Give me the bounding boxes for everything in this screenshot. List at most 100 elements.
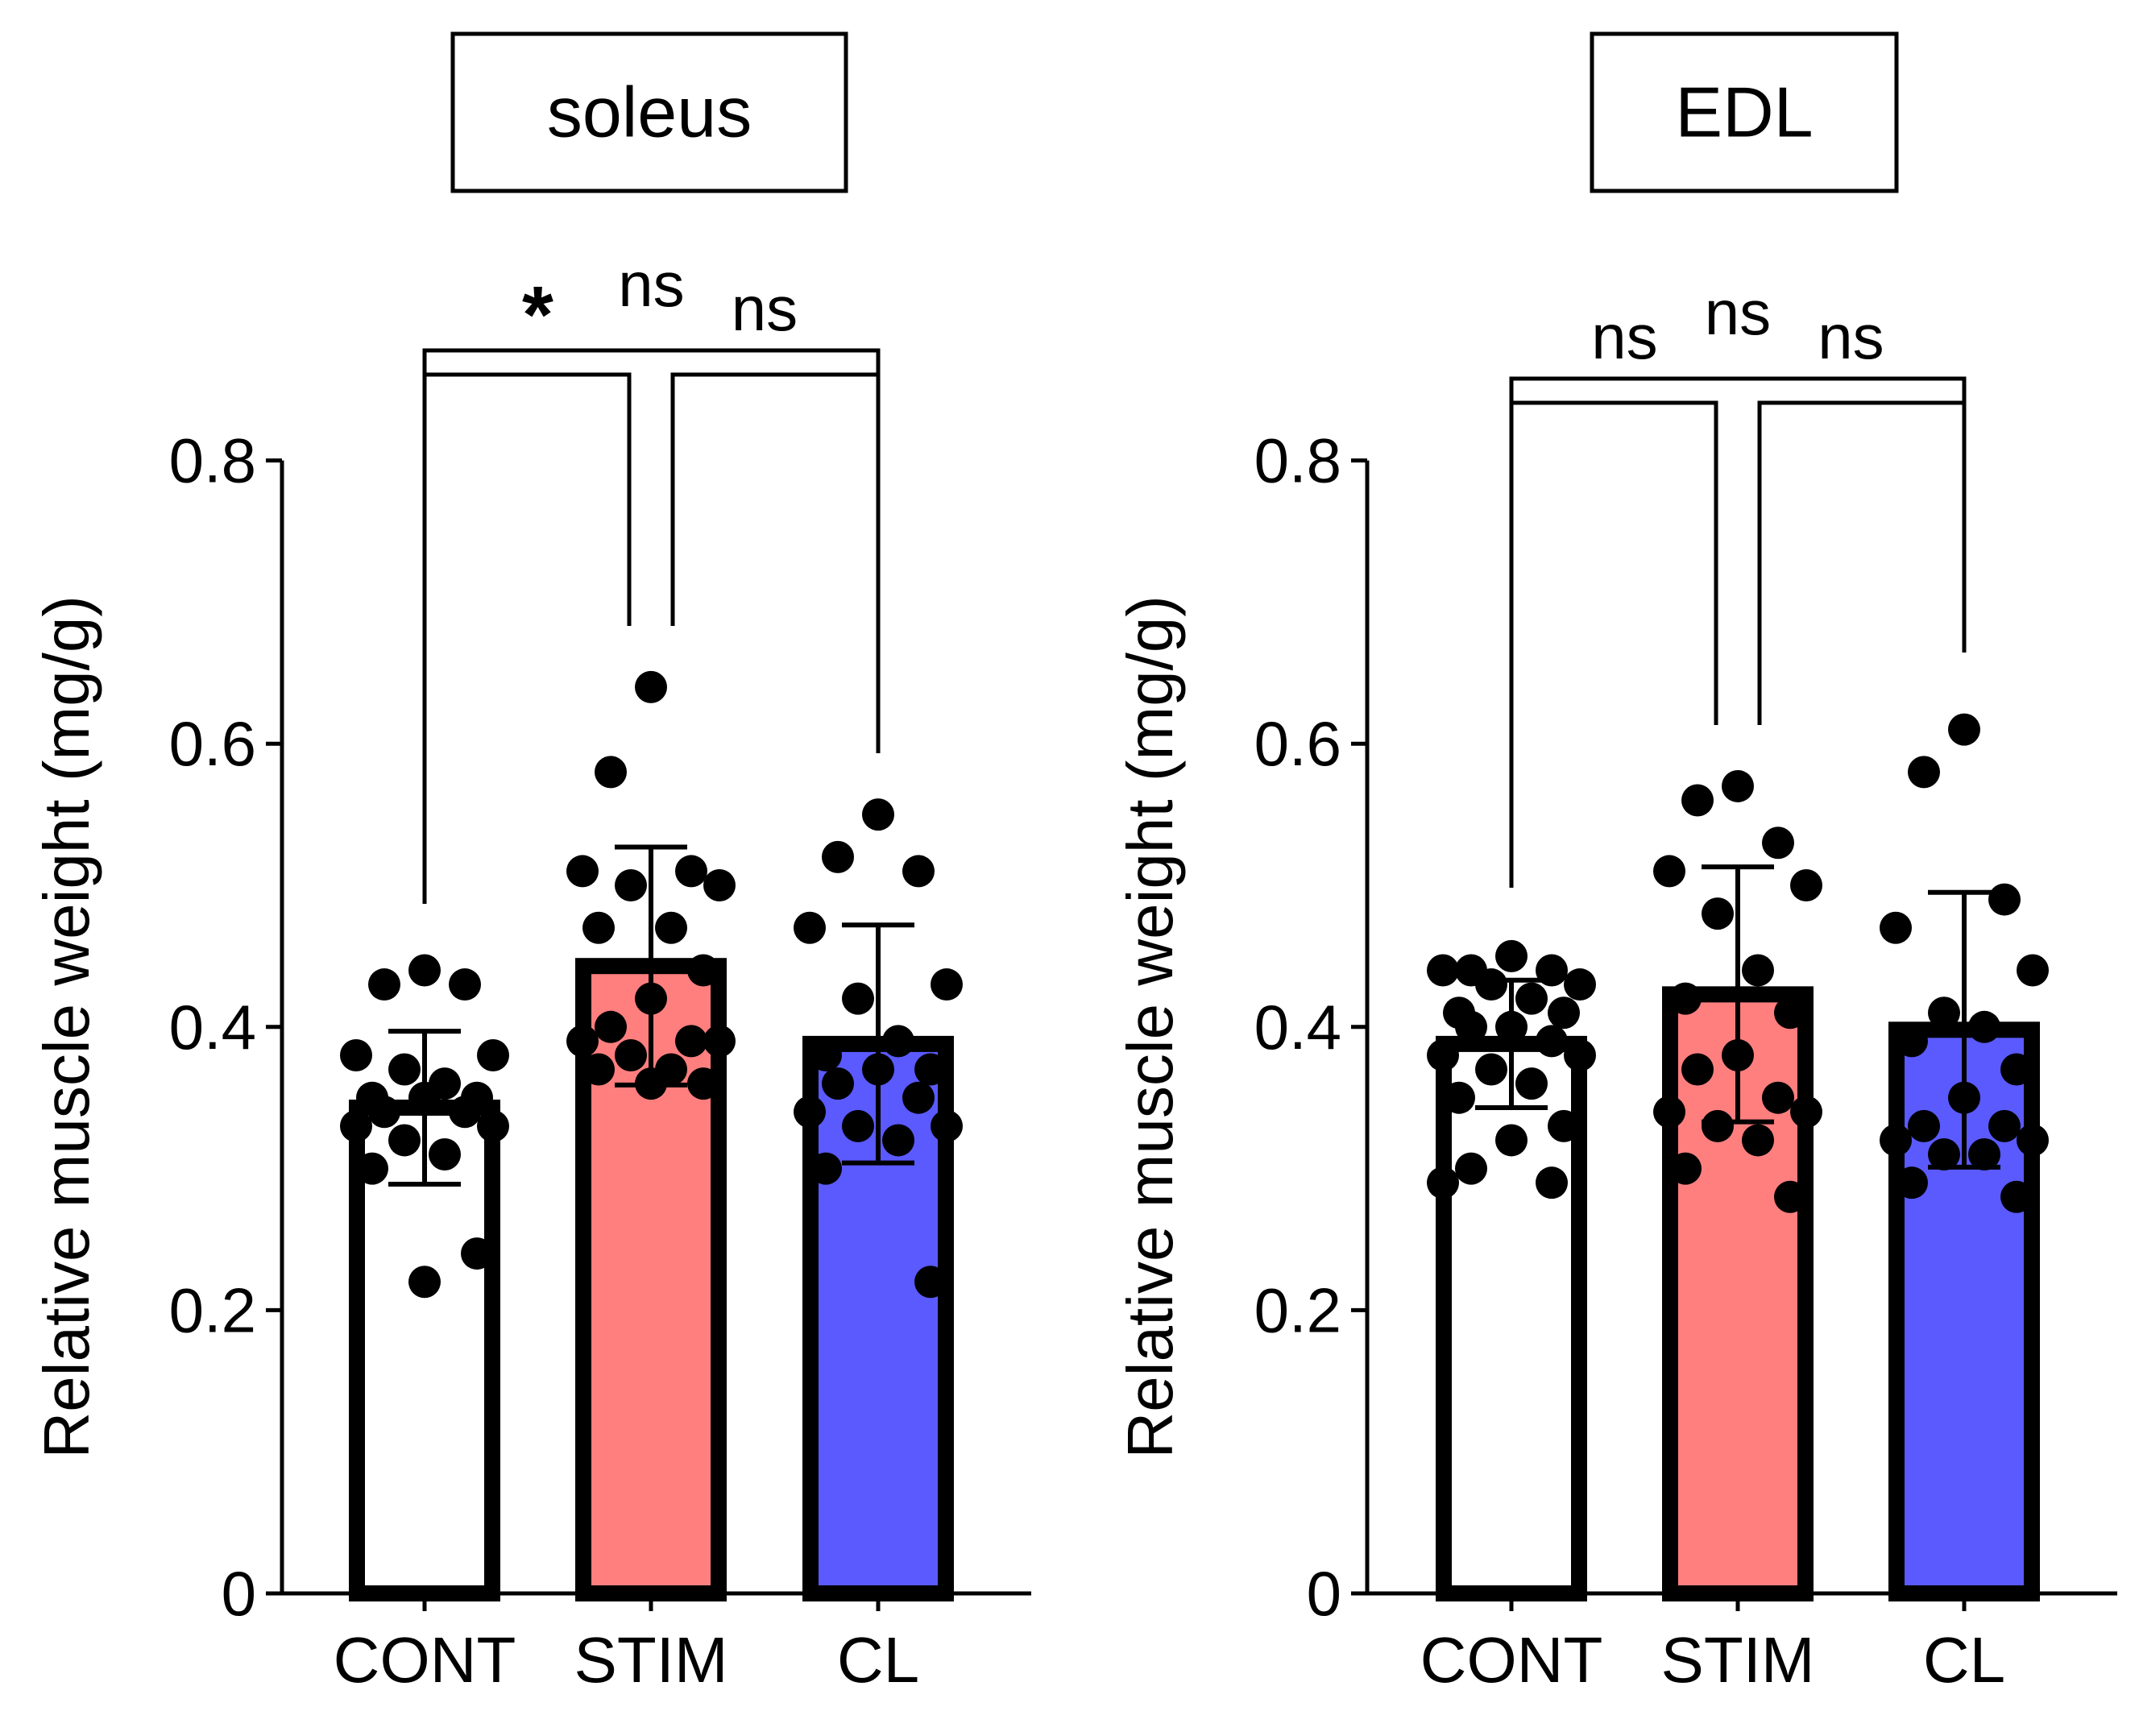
edl-point-cl	[2017, 954, 2049, 987]
edl-point-cl	[2000, 1180, 2033, 1213]
edl-point-stim	[1790, 1096, 1822, 1129]
edl-point-cont	[1536, 1025, 1568, 1058]
edl-point-cont	[1475, 1053, 1507, 1086]
edl-point-cont	[1564, 968, 1596, 1001]
soleus-significance-label: ns	[618, 249, 684, 320]
soleus-point-stim	[687, 954, 719, 987]
soleus-bracket-cont-cl	[422, 348, 881, 561]
edl-y-tick-label: 0.2	[1254, 1274, 1341, 1345]
soleus-point-cl	[822, 840, 854, 873]
soleus-title: soleus	[547, 73, 752, 152]
soleus-point-cont	[340, 1109, 372, 1142]
soleus-x-tick-label-stim: STIM	[574, 1624, 728, 1696]
soleus-bracket-cont-stim	[422, 372, 632, 904]
soleus-point-stim	[582, 911, 615, 944]
soleus-point-stim	[615, 1038, 647, 1071]
soleus-point-stim	[703, 869, 736, 901]
edl-point-cont	[1427, 1038, 1459, 1071]
edl-point-cl	[1880, 1124, 1912, 1157]
soleus-point-cl	[862, 798, 894, 831]
edl-significance-label: ns	[1591, 301, 1657, 372]
edl-point-stim	[1653, 855, 1685, 888]
edl-panel: EDL Relative muscle weight (mg/g) 0 0.2 0.4 0…	[1114, 31, 2117, 1696]
soleus-point-cont	[477, 1109, 509, 1142]
soleus-point-stim	[635, 670, 667, 703]
soleus-y-tick-label: 0.2	[169, 1274, 256, 1345]
soleus-panel: soleus Relative muscle weight (mg/g) 0 0.2 0…	[31, 31, 1031, 1696]
soleus-point-cl	[902, 1081, 935, 1114]
soleus-y-tick-label: 0.6	[169, 708, 256, 779]
edl-point-stim	[1774, 1180, 1806, 1213]
edl-point-cont	[1548, 996, 1580, 1030]
soleus-point-stim	[655, 911, 687, 944]
soleus-point-stim	[566, 855, 599, 888]
edl-point-cont	[1455, 1010, 1487, 1043]
edl-point-cont	[1475, 968, 1507, 1001]
edl-point-cl	[1908, 756, 1940, 789]
edl-point-cl	[1908, 1109, 1940, 1142]
edl-title-box	[1590, 31, 1899, 193]
soleus-point-cl	[810, 1152, 842, 1185]
edl-point-cont	[1536, 1166, 1568, 1199]
soleus-point-cl	[902, 855, 935, 888]
soleus-point-cl	[794, 911, 826, 944]
soleus-x-tick-label-cont: CONT	[334, 1624, 516, 1696]
edl-significance-label: ns	[1705, 277, 1771, 348]
soleus-point-cl	[882, 1025, 914, 1058]
soleus-point-cl	[914, 1266, 947, 1299]
edl-point-stim	[1702, 1109, 1734, 1142]
soleus-point-stim	[675, 1025, 707, 1058]
soleus-point-stim	[582, 1053, 615, 1086]
edl-point-stim	[1669, 982, 1702, 1015]
soleus-y-tick-label: 0	[222, 1558, 256, 1629]
soleus-point-cont	[388, 1124, 421, 1157]
soleus-point-stim	[615, 869, 647, 901]
edl-point-cl	[1968, 1138, 2000, 1171]
edl-significance-label: ns	[1818, 301, 1884, 372]
edl-point-stim	[1762, 1081, 1794, 1114]
edl-y-tick-label: 0.6	[1254, 708, 1341, 779]
edl-point-cont	[1495, 939, 1528, 972]
soleus-y-tick-label: 0.8	[169, 425, 256, 496]
edl-bracket-cont-cl	[1509, 376, 1967, 590]
soleus-point-cont	[429, 1138, 461, 1171]
edl-point-stim	[1681, 1053, 1714, 1086]
edl-point-cont	[1427, 954, 1459, 987]
soleus-point-stim	[687, 1067, 719, 1100]
edl-point-cont	[1564, 1038, 1596, 1071]
soleus-point-cont	[449, 1096, 481, 1129]
soleus-point-stim	[595, 756, 627, 789]
edl-point-cl	[2017, 1124, 2049, 1157]
soleus-x-tick-label-cl: CL	[837, 1624, 919, 1696]
soleus-point-cl	[882, 1124, 914, 1157]
edl-point-cl	[1896, 1025, 1928, 1058]
soleus-bracket-stim-cl	[670, 372, 881, 753]
soleus-point-stim	[595, 1010, 627, 1043]
soleus-point-cont	[449, 968, 481, 1001]
soleus-significance-label: ns	[732, 273, 798, 344]
edl-point-cont	[1515, 982, 1548, 1015]
edl-point-cl	[1968, 1010, 2000, 1043]
edl-point-cl	[1880, 911, 1912, 944]
edl-point-stim	[1653, 1096, 1685, 1129]
edl-point-stim	[1681, 784, 1714, 817]
soleus-point-cont	[368, 1096, 400, 1129]
edl-point-stim	[1742, 954, 1774, 987]
soleus-point-cont	[340, 1038, 372, 1071]
edl-point-cont	[1427, 1166, 1459, 1199]
edl-point-cl	[2000, 1053, 2033, 1086]
soleus-point-cl	[794, 1096, 826, 1129]
soleus-point-cont	[477, 1038, 509, 1071]
edl-x-tick-label-stim: STIM	[1660, 1624, 1814, 1696]
edl-bracket-stim-cl	[1757, 400, 1967, 725]
edl-point-cont	[1515, 1067, 1548, 1100]
edl-point-stim	[1702, 897, 1734, 930]
edl-point-stim	[1669, 1152, 1702, 1185]
soleus-point-cont	[388, 1053, 421, 1086]
soleus-point-stim	[703, 1025, 736, 1058]
edl-point-cl	[1988, 1109, 2021, 1142]
soleus-point-cl	[822, 1067, 854, 1100]
soleus-point-stim	[675, 855, 707, 888]
soleus-point-cl	[931, 968, 963, 1001]
